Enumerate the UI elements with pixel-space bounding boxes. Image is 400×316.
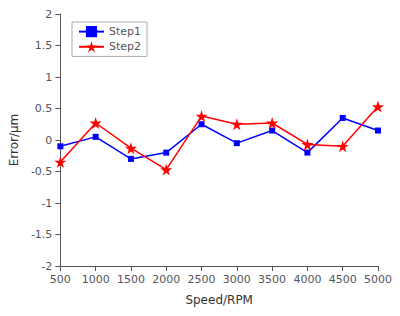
- svg-text:0.5: 0.5: [35, 102, 53, 115]
- svg-text:4500: 4500: [329, 273, 357, 286]
- svg-text:-0.5: -0.5: [31, 165, 52, 178]
- svg-text:2500: 2500: [188, 273, 216, 286]
- svg-text:Error/μm: Error/μm: [7, 114, 21, 167]
- svg-text:4000: 4000: [293, 273, 321, 286]
- svg-text:1.5: 1.5: [35, 39, 53, 52]
- svg-text:Step1: Step1: [109, 25, 141, 38]
- svg-text:2: 2: [45, 8, 52, 21]
- svg-text:3500: 3500: [258, 273, 286, 286]
- svg-text:-1: -1: [41, 197, 52, 210]
- svg-text:2000: 2000: [152, 273, 180, 286]
- svg-text:5000: 5000: [364, 273, 392, 286]
- svg-text:0: 0: [45, 134, 52, 147]
- svg-text:3000: 3000: [223, 273, 251, 286]
- svg-text:-1.5: -1.5: [31, 228, 52, 241]
- svg-text:1500: 1500: [117, 273, 145, 286]
- svg-text:1: 1: [45, 71, 52, 84]
- svg-text:Step2: Step2: [109, 40, 141, 53]
- svg-text:1000: 1000: [82, 273, 110, 286]
- svg-text:Speed/RPM: Speed/RPM: [185, 293, 253, 307]
- svg-text:-2: -2: [41, 260, 52, 273]
- svg-text:500: 500: [50, 273, 71, 286]
